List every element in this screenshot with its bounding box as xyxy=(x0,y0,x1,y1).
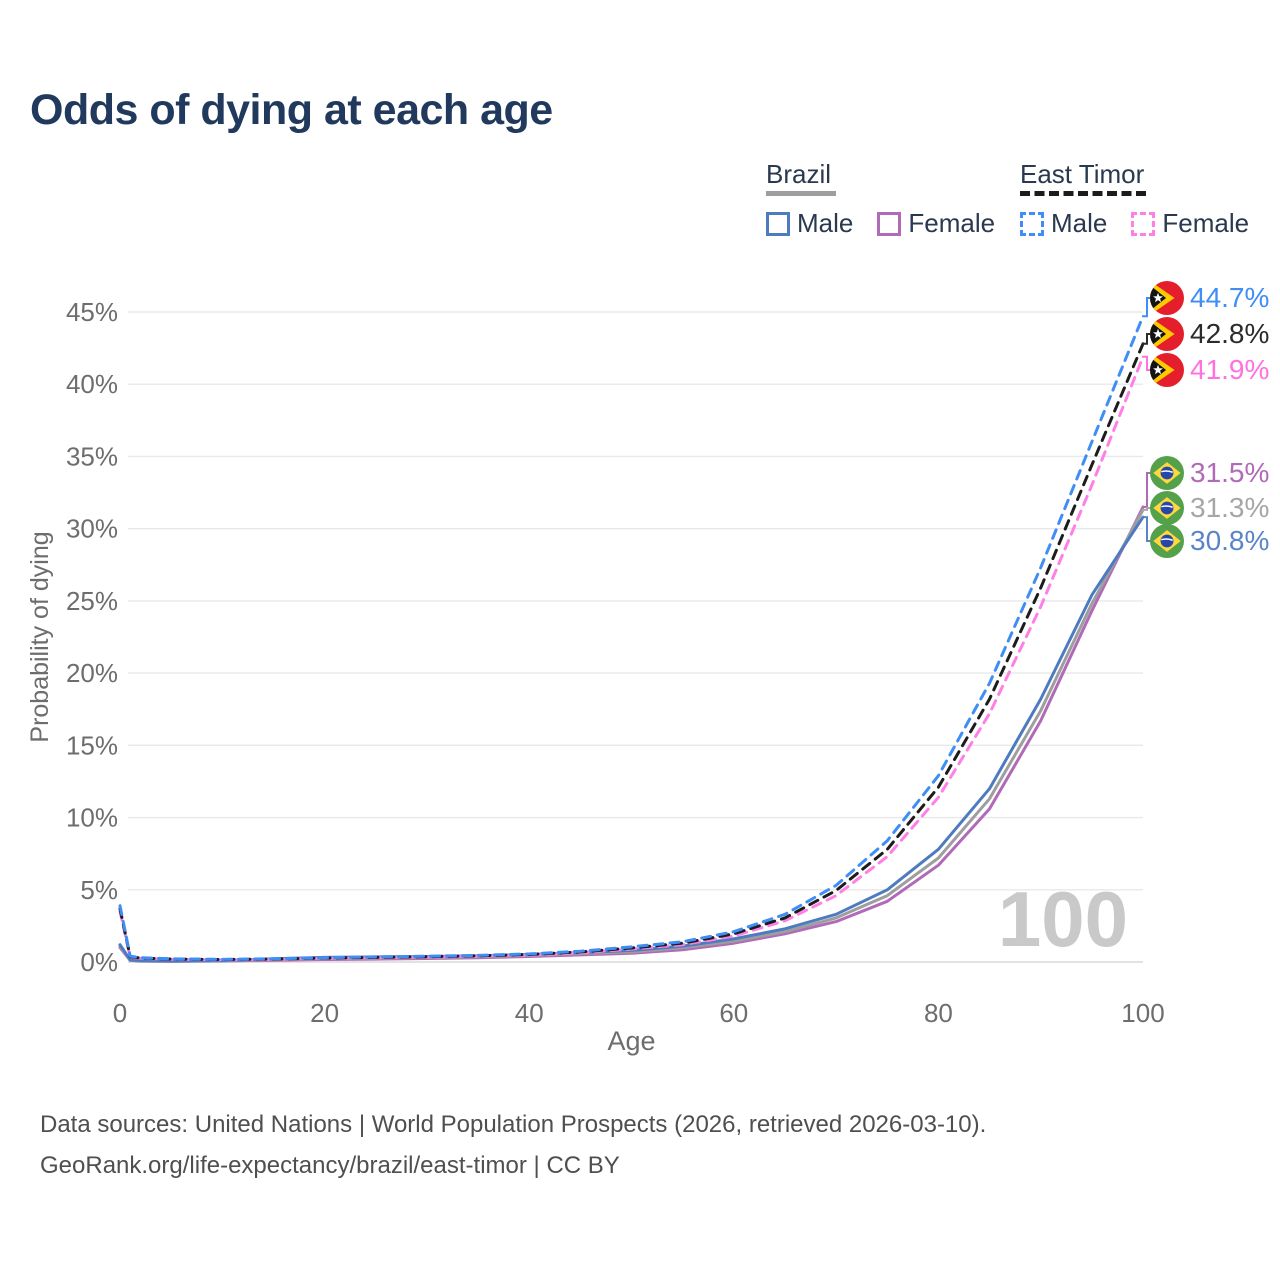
legend-group-east-timor: East Timor Male Female xyxy=(1020,160,1249,239)
x-tick-label: 60 xyxy=(719,998,748,1028)
y-tick-label: 30% xyxy=(66,514,118,544)
brazil-female-swatch xyxy=(877,211,902,236)
y-tick-label: 15% xyxy=(66,730,118,760)
legend-item-east-timor-female[interactable]: Female xyxy=(1131,208,1249,239)
east-timor-total-line-sample xyxy=(1020,191,1146,196)
line-brazil-total xyxy=(118,508,1145,963)
brazil-male-swatch xyxy=(766,211,790,236)
legend-item-brazil-female[interactable]: Female xyxy=(877,208,995,239)
x-tick-label: 0 xyxy=(113,998,127,1028)
legend: Brazil Male Female East Timor Male Femal… xyxy=(0,160,1280,250)
legend-item-label: Male xyxy=(797,208,854,238)
x-tick-label: 80 xyxy=(924,998,953,1028)
y-tick-label: 10% xyxy=(66,803,118,833)
attribution-line: GeoRank.org/life-expectancy/brazil/east-… xyxy=(40,1152,620,1179)
line-east-timor-total xyxy=(118,342,1145,961)
legend-group-brazil: Brazil Male Female xyxy=(766,160,995,239)
east-timor-female-swatch xyxy=(1131,211,1156,236)
end-label-connector xyxy=(1142,507,1152,511)
end-label-connector xyxy=(1142,472,1152,508)
x-axis-title: Age xyxy=(607,1026,655,1056)
east-timor-male-swatch xyxy=(1020,211,1044,236)
page-title: Odds of dying at each age xyxy=(30,86,553,134)
y-tick-label: 40% xyxy=(66,369,118,399)
end-label-connector xyxy=(1142,333,1152,345)
line-brazil-female xyxy=(118,505,1145,963)
legend-item-east-timor-male[interactable]: Male xyxy=(1020,208,1107,239)
x-tick-label: 40 xyxy=(515,998,544,1028)
line-east-timor-female xyxy=(118,355,1145,962)
legend-group-east-timor-title[interactable]: East Timor xyxy=(1020,159,1145,189)
legend-group-brazil-title[interactable]: Brazil xyxy=(766,159,832,189)
legend-item-brazil-male[interactable]: Male xyxy=(766,208,853,239)
legend-item-label: Female xyxy=(1162,208,1250,238)
y-tick-label: 5% xyxy=(80,875,118,905)
x-tick-label: 20 xyxy=(310,998,339,1028)
y-tick-label: 45% xyxy=(66,297,118,327)
brazil-total-line-sample xyxy=(766,191,836,196)
y-axis-title: Probability of dying xyxy=(26,531,54,742)
y-tick-label: 0% xyxy=(80,947,118,977)
end-label-connector xyxy=(1142,297,1152,318)
footer: Data sources: United Nations | World Pop… xyxy=(40,1104,986,1186)
line-east-timor-male xyxy=(118,314,1145,961)
y-tick-label: 20% xyxy=(66,658,118,688)
y-tick-label: 25% xyxy=(66,586,118,616)
x-tick-label: 100 xyxy=(1121,998,1164,1028)
legend-item-label: Female xyxy=(908,208,996,238)
data-source-line: Data sources: United Nations | World Pop… xyxy=(40,1111,987,1138)
legend-item-label: Male xyxy=(1051,208,1108,238)
y-tick-label: 35% xyxy=(66,441,118,471)
end-label-connector xyxy=(1142,516,1152,542)
end-label-connector xyxy=(1142,355,1152,371)
line-brazil-male xyxy=(118,515,1145,963)
